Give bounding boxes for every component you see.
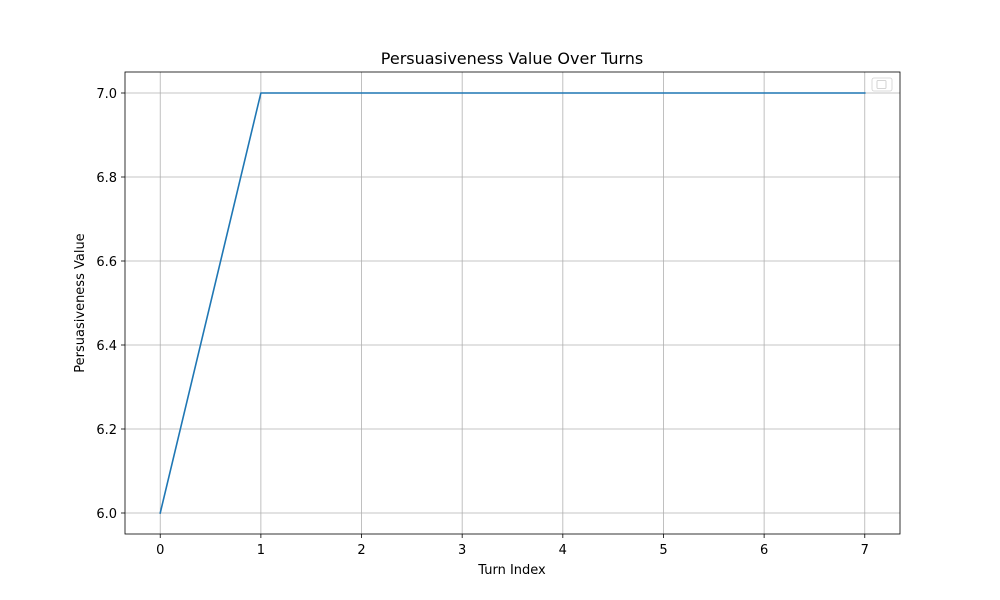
ticks: 0 1 2 3 4 5 6 7 6.0 6.2 6.4 6.6 6.8 7.0 — [96, 87, 869, 558]
chart-title: Persuasiveness Value Over Turns — [381, 49, 643, 68]
y-tick-label: 6.6 — [96, 255, 117, 270]
plot-frame — [124, 71, 901, 535]
x-tick-label: 6 — [760, 543, 768, 558]
legend-handle — [876, 80, 887, 89]
x-tick-label: 7 — [861, 543, 869, 558]
x-tick-label: 0 — [156, 543, 164, 558]
y-tick-label: 6.2 — [96, 423, 117, 438]
x-tick-label: 2 — [357, 543, 365, 558]
series-line — [159, 92, 866, 514]
x-axis-title: Turn Index — [477, 563, 546, 578]
y-tick-label: 6.0 — [96, 507, 117, 522]
y-tick-label: 6.4 — [96, 339, 117, 354]
x-tick-label: 5 — [659, 543, 667, 558]
x-tick-label: 1 — [257, 543, 265, 558]
y-tick-label: 6.8 — [96, 171, 117, 186]
series-layer — [159, 92, 866, 514]
x-tick-label: 3 — [458, 543, 466, 558]
x-tick-label: 4 — [559, 543, 567, 558]
legend — [871, 77, 893, 92]
y-tick-label: 7.0 — [96, 87, 117, 102]
y-axis-title: Persuasiveness Value — [73, 233, 88, 372]
